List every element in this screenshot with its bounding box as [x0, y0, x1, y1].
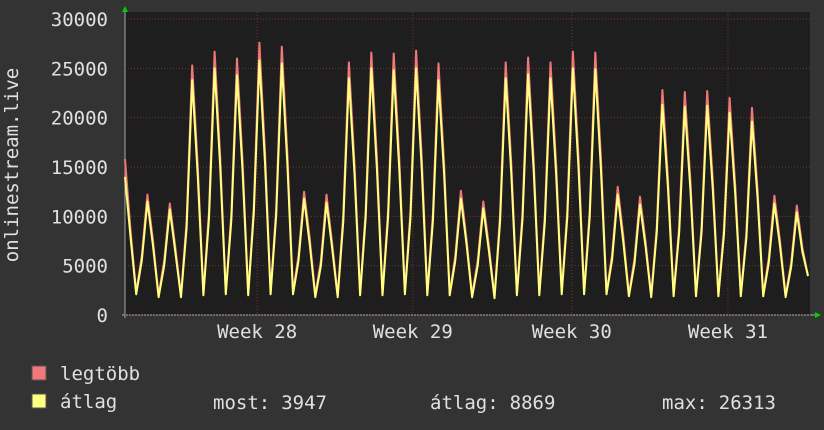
plot-area — [125, 12, 810, 315]
y-tick-label: 10000 — [51, 206, 108, 228]
stat-value: 3947 — [281, 392, 327, 414]
stat: most: 3947 — [213, 392, 327, 414]
stat: max: 26313 — [662, 392, 776, 414]
series-line — [124, 59, 809, 300]
stat-label: max: — [662, 392, 708, 414]
y-tick-label: 15000 — [51, 157, 108, 179]
legend-swatch — [31, 393, 47, 409]
legend-label: legtöbb — [60, 363, 140, 385]
x-tick-label: Week 29 — [373, 321, 453, 343]
stat-value: 8869 — [510, 392, 556, 414]
y-axis-label: onlinestream.live — [1, 68, 23, 262]
x-tick-label: Week 30 — [532, 321, 612, 343]
legend-swatch — [31, 365, 47, 381]
stat-value: 26313 — [719, 392, 776, 414]
y-tick-label: 5000 — [62, 256, 108, 278]
y-tick-label: 20000 — [51, 108, 108, 130]
x-tick-label: Week 28 — [217, 321, 297, 343]
legend-label: átlag — [60, 391, 117, 413]
axis-arrow — [815, 312, 821, 318]
stat-label: most: — [213, 392, 270, 414]
x-tick-label: Week 31 — [688, 321, 768, 343]
y-tick-label: 30000 — [51, 9, 108, 31]
y-tick-label: 25000 — [51, 58, 108, 80]
stat: átlag: 8869 — [430, 392, 555, 414]
stat-label: átlag: — [430, 392, 499, 414]
y-tick-label: 0 — [97, 305, 108, 327]
axis-arrow — [122, 6, 128, 12]
